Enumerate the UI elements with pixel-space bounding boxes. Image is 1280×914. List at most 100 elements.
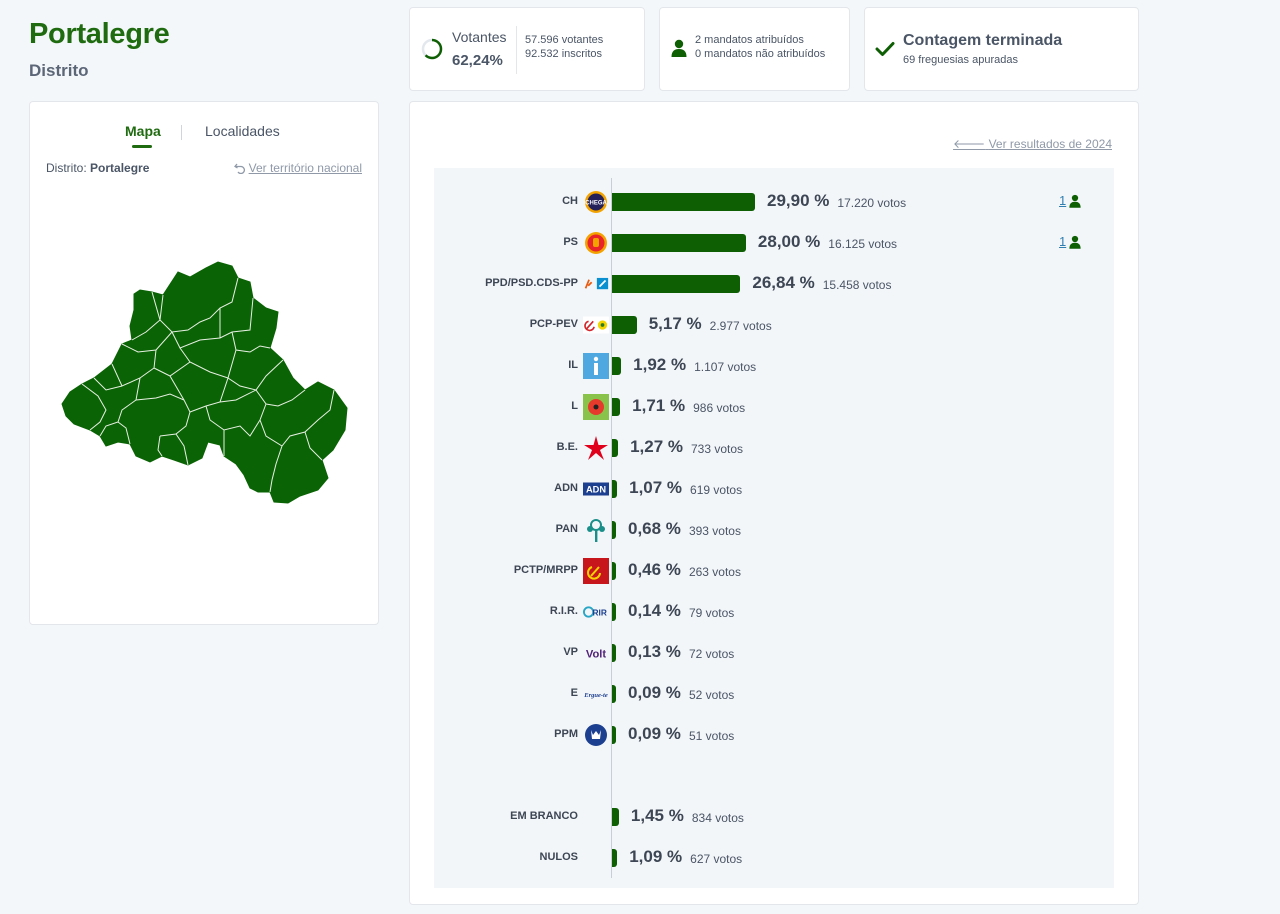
ps-fist-logo xyxy=(583,231,609,255)
voters-count: 57.596 votantes xyxy=(525,34,604,46)
party-row[interactable]: PPM 0,09 % 51 votos xyxy=(434,723,1114,747)
party-name: B.E. xyxy=(556,441,578,453)
vote-bar xyxy=(612,398,621,416)
results-chart: CH CHEGA 29,90 % 17.220 votos 1 PS 28,00 % 16.1… xyxy=(434,168,1114,888)
vote-percentage: 0,09 % xyxy=(628,683,681,702)
livre-logo xyxy=(583,394,609,420)
vote-percentage: 1,45 % xyxy=(630,806,684,825)
svg-text:ADN: ADN xyxy=(586,485,606,495)
voters-label: Votantes xyxy=(452,29,507,45)
vote-count: 51 votos xyxy=(688,729,735,743)
vote-count: 986 votos xyxy=(693,401,746,415)
party-name: PPD/PSD.CDS-PP xyxy=(485,277,578,289)
parishes-counted: 69 freguesias apuradas xyxy=(903,54,1018,66)
party-name: PS xyxy=(563,236,578,248)
tab-mapa[interactable]: Mapa xyxy=(125,123,161,139)
map-tabs: Mapa Localidades xyxy=(30,123,378,153)
vote-bar xyxy=(612,234,746,252)
party-row[interactable]: B.E. 1,27 % 733 votos xyxy=(434,436,1114,460)
vote-percentage: 1,92 % xyxy=(633,355,687,374)
party-row[interactable]: PCTP/MRPP 0,46 % 263 votos xyxy=(434,558,1114,584)
person-icon xyxy=(1069,235,1081,254)
rir-logo: RIR xyxy=(583,600,609,624)
previous-results-label: Ver resultados de 2024 xyxy=(988,137,1112,151)
pctp-logo xyxy=(583,558,609,584)
vote-percentage: 0,68 % xyxy=(628,519,681,538)
svg-text:CHEGA: CHEGA xyxy=(585,201,607,207)
tab-active-indicator xyxy=(132,145,152,148)
party-row[interactable]: CH CHEGA 29,90 % 17.220 votos 1 xyxy=(434,190,1114,214)
results-card: 🡐 Ver resultados de 2024 CH CHEGA 29,90 % 1… xyxy=(409,101,1139,905)
vote-count: 1.107 votos xyxy=(694,360,757,374)
party-row[interactable]: EM BRANCO 1,45 % 834 votos xyxy=(434,805,1114,829)
party-row[interactable]: PPD/PSD.CDS-PP 26,84 % 15.458 votos xyxy=(434,272,1114,296)
district-name: Portalegre xyxy=(90,161,150,175)
vote-bar xyxy=(612,644,616,662)
party-row[interactable]: ADN ADN 1,07 % 619 votos xyxy=(434,477,1114,501)
party-name: CH xyxy=(562,195,578,207)
mandates-card: 2 mandatos atribuídos 0 mandatos não atr… xyxy=(659,7,850,91)
party-row[interactable]: PAN 0,68 % 393 votos xyxy=(434,518,1114,542)
party-name: NULOS xyxy=(539,851,579,863)
vote-bar xyxy=(612,685,616,703)
vote-bar xyxy=(612,439,619,457)
vote-percentage: 0,14 % xyxy=(628,601,681,620)
party-row[interactable]: VP Volt 0,13 % 72 votos xyxy=(434,641,1114,665)
national-territory-label: Ver território nacional xyxy=(248,161,362,175)
voters-divider xyxy=(516,26,517,74)
vote-count: 263 votos xyxy=(688,565,741,579)
district-map-shape[interactable] xyxy=(61,261,348,504)
party-row[interactable]: L 1,71 % 986 votos xyxy=(434,394,1114,420)
vote-count: 834 votos xyxy=(691,811,744,825)
count-status-card: Contagem terminada 69 freguesias apurada… xyxy=(864,7,1139,91)
party-row[interactable]: R.I.R. RIR 0,14 % 79 votos xyxy=(434,600,1114,624)
vote-bar xyxy=(612,357,622,375)
cdu-logo xyxy=(583,313,609,337)
vote-count: 16.125 votos xyxy=(828,237,898,251)
chart-axis xyxy=(611,178,612,878)
vote-percentage: 5,17 % xyxy=(648,314,702,333)
vote-percentage: 0,13 % xyxy=(628,642,681,661)
chega-logo: CHEGA xyxy=(583,190,609,214)
vote-count: 17.220 votos xyxy=(837,196,907,210)
party-row[interactable]: NULOS 1,09 % 627 votos xyxy=(434,846,1114,870)
party-name: R.I.R. xyxy=(549,605,578,617)
national-territory-link[interactable]: Ver território nacional xyxy=(233,161,362,175)
vote-percentage: 28,00 % xyxy=(757,232,821,251)
party-row[interactable]: PCP-PEV 5,17 % 2.977 votos xyxy=(434,313,1114,337)
vote-bar xyxy=(612,316,637,334)
page-subtitle: Distrito xyxy=(29,61,89,80)
vote-count: 619 votos xyxy=(690,483,743,497)
vote-percentage: 1,71 % xyxy=(632,396,686,415)
volt-logo: Volt xyxy=(583,641,609,665)
check-icon xyxy=(875,42,895,56)
vote-bar xyxy=(612,193,755,211)
svg-text:Volt: Volt xyxy=(586,649,606,661)
mandates-unassigned: 0 mandatos não atribuídos xyxy=(695,48,826,60)
party-row[interactable]: IL 1,92 % 1.107 votos xyxy=(434,353,1114,379)
vote-count: 393 votos xyxy=(688,524,741,538)
vote-bar xyxy=(612,808,619,826)
vote-bar xyxy=(612,521,616,539)
turnout-value: 62,24% xyxy=(452,52,503,69)
tab-divider xyxy=(181,125,182,140)
person-icon xyxy=(671,39,687,57)
party-row[interactable]: PS 28,00 % 16.125 votos 1 xyxy=(434,231,1114,255)
party-name: PCTP/MRPP xyxy=(513,564,578,576)
turnout-ring xyxy=(421,38,443,60)
party-name: PAN xyxy=(555,523,578,535)
district-map[interactable] xyxy=(60,260,350,505)
mandates-link[interactable]: 1 xyxy=(1059,234,1067,249)
previous-results-link[interactable]: 🡐 Ver resultados de 2024 xyxy=(953,136,1112,151)
tab-localidades[interactable]: Localidades xyxy=(205,123,280,139)
il-logo xyxy=(583,353,609,379)
party-name: IL xyxy=(568,359,578,371)
vote-count: 15.458 votos xyxy=(822,278,892,292)
party-name: EM BRANCO xyxy=(510,810,578,822)
vote-count: 2.977 votos xyxy=(709,319,772,333)
party-row[interactable]: E Ergue-te 0,09 % 52 votos xyxy=(434,682,1114,706)
mandates-link[interactable]: 1 xyxy=(1059,193,1067,208)
vote-count: 52 votos xyxy=(688,688,735,702)
vote-count: 733 votos xyxy=(691,442,744,456)
ergue-te-logo: Ergue-te xyxy=(583,682,609,706)
